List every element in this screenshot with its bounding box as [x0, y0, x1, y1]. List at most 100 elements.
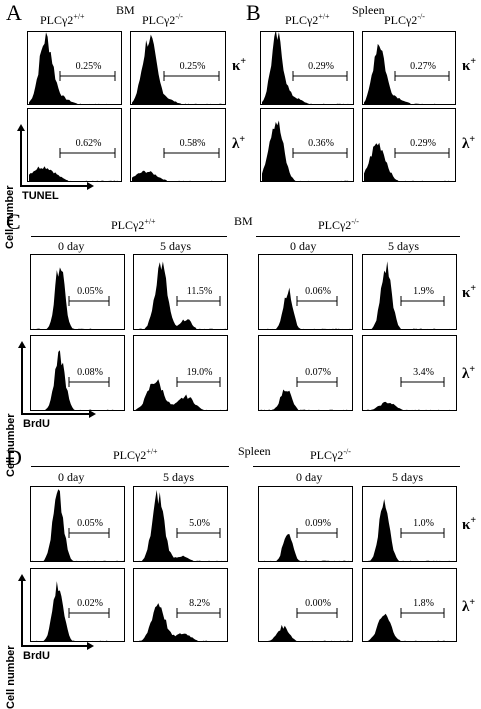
histogram-curve: [132, 170, 225, 181]
histogram-curve: [364, 142, 452, 181]
chain-label-d-kappa: κ+: [462, 516, 476, 533]
gate-percent: 1.9%: [413, 286, 434, 297]
histogram-d-kappa-ko-5: 1.0%: [362, 486, 457, 562]
histogram-curve: [33, 267, 116, 329]
histogram-d-lambda-wt-0: 0.02%: [30, 568, 125, 642]
histogram-plot: [365, 608, 448, 641]
histogram-plot: [29, 148, 118, 181]
histogram-plot: [267, 608, 350, 641]
histogram-curve: [32, 489, 124, 561]
histogram-d-lambda-wt-5: 8.2%: [133, 568, 228, 642]
genotype-superscript: +/+: [318, 12, 330, 21]
chain-superscript: +: [239, 134, 246, 145]
timepoint-c-wt-5: 5 days: [160, 239, 191, 253]
timepoint-d-ko-0: 0 day: [296, 470, 323, 484]
histogram-c-kappa-ko-0: 0.06%: [258, 254, 353, 330]
genotype-label-b-ko: PLCγ2-/-: [384, 12, 425, 27]
histogram-plot: [267, 287, 351, 329]
gate-percent: 1.0%: [413, 518, 434, 529]
histogram-plot: [135, 377, 227, 410]
chain-letter: λ: [462, 136, 470, 152]
genotype-base: PLCγ2: [40, 13, 74, 27]
chain-letter: λ: [462, 599, 470, 615]
histogram-curve: [29, 32, 121, 104]
gate-percent: 0.29%: [410, 138, 436, 149]
genotype-label-c-wt: PLCγ2+/+: [111, 217, 156, 232]
histogram-curve: [138, 489, 226, 561]
timepoint-d-ko-5: 5 days: [392, 470, 423, 484]
tissue-label-d: Spleen: [238, 444, 271, 458]
histogram-plot: [370, 261, 456, 329]
histogram-plot: [29, 32, 121, 104]
genotype-label-a-wt: PLCγ2+/+: [40, 13, 85, 27]
header-rule: [31, 466, 229, 467]
histogram-curve: [138, 261, 227, 329]
histogram-plot: [368, 499, 450, 561]
genotype-base: PLCγ2: [310, 448, 344, 462]
genotype-label-b-wt: PLCγ2+/+: [285, 12, 330, 27]
histogram-plot: [364, 377, 450, 410]
chain-superscript: +: [469, 134, 476, 145]
timepoint-d-wt-0: 0 day: [58, 470, 85, 484]
histogram-d-kappa-wt-5: 5.0%: [133, 486, 228, 562]
chain-letter: κ: [462, 285, 471, 301]
histogram-curve: [365, 613, 448, 641]
histogram-b-lambda-ko: 0.29%: [362, 108, 456, 182]
histogram-curve: [267, 624, 350, 641]
histogram-curve: [135, 379, 227, 410]
histogram-d-lambda-ko-0: 0.00%: [258, 568, 353, 642]
gate-percent: 0.09%: [305, 518, 331, 529]
histogram-curve: [364, 43, 441, 104]
histogram-a-lambda-wt: 0.62%: [27, 108, 122, 182]
genotype-label-d-ko: PLCγ2-/-: [310, 447, 351, 462]
arrow-head-icon: [17, 124, 25, 131]
tissue-label-b: Spleen: [352, 3, 385, 17]
genotype-superscript: +/+: [144, 217, 156, 226]
chain-superscript: +: [470, 515, 477, 526]
x-axis-label: TUNEL: [22, 190, 59, 202]
timepoint-c-wt-0: 0 day: [58, 239, 85, 253]
chain-superscript: +: [470, 56, 477, 67]
genotype-superscript: -/-: [417, 12, 425, 21]
panel-letter-a: A: [6, 0, 22, 25]
histogram-a-kappa-ko: 0.25%: [130, 31, 226, 105]
histogram-plot: [132, 148, 225, 181]
histogram-c-kappa-wt-0: 0.05%: [30, 254, 125, 330]
chain-letter: λ: [232, 136, 240, 152]
histogram-d-kappa-wt-0: 0.05%: [30, 486, 125, 562]
genotype-superscript: +/+: [146, 447, 158, 456]
panel-letter-c: C: [6, 209, 21, 234]
chain-letter: κ: [462, 517, 471, 533]
chain-label-c-kappa: κ+: [462, 284, 476, 301]
genotype-base: PLCγ2: [142, 13, 176, 27]
histogram-plot: [262, 120, 349, 181]
y-axis-arrow: [21, 580, 23, 645]
histogram-plot: [33, 267, 116, 329]
gate-percent: 0.36%: [308, 138, 334, 149]
gate-percent: 0.58%: [179, 138, 206, 149]
header-rule: [253, 466, 460, 467]
x-axis-arrow: [21, 645, 88, 647]
histogram-plot: [364, 142, 452, 181]
x-axis-label: BrdU: [23, 650, 50, 662]
tissue-label-c: BM: [234, 214, 253, 228]
chain-letter: λ: [462, 366, 470, 382]
histogram-curve: [36, 581, 108, 641]
histogram-plot: [264, 528, 349, 561]
genotype-label-d-wt: PLCγ2+/+: [113, 447, 158, 462]
gate-percent: 5.0%: [189, 518, 210, 529]
histogram-a-kappa-wt: 0.25%: [27, 31, 122, 105]
chain-label-a-kappa: κ+: [232, 57, 246, 74]
gate-percent: 0.06%: [305, 286, 331, 297]
panel-letter-d: D: [6, 445, 22, 470]
histogram-plot: [32, 489, 124, 561]
gate-percent: 0.27%: [410, 61, 436, 72]
chain-superscript: +: [470, 283, 477, 294]
tissue-label-a: BM: [116, 3, 135, 17]
chain-label-b-lambda: λ+: [462, 135, 475, 152]
genotype-superscript: -/-: [343, 447, 351, 456]
histogram-a-lambda-ko: 0.58%: [130, 108, 226, 182]
histogram-b-kappa-wt: 0.29%: [260, 31, 354, 105]
histogram-c-lambda-ko-0: 0.07%: [258, 335, 353, 411]
gate-percent: 0.02%: [77, 598, 103, 609]
